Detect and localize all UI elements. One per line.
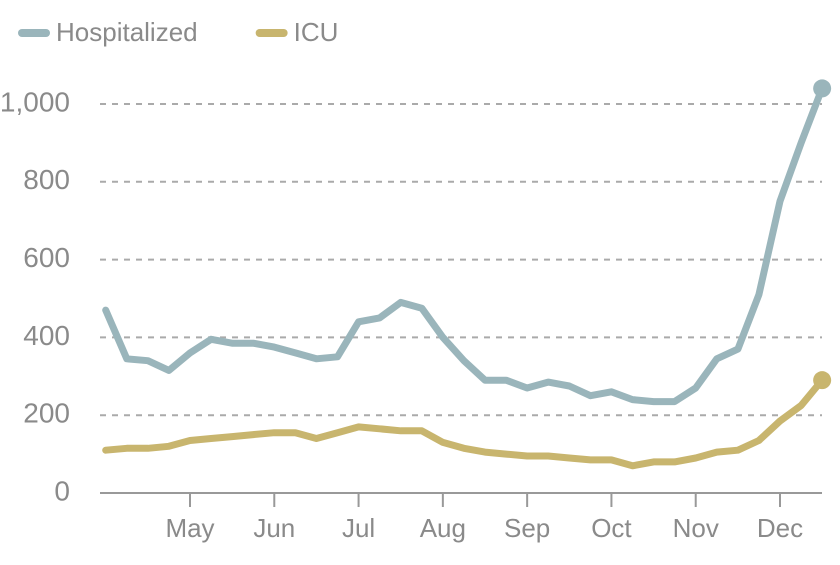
y-tick-label: 0: [54, 475, 70, 506]
y-tick-label: 1,000: [0, 86, 70, 117]
legend-label: Hospitalized: [56, 17, 198, 47]
x-tick-label: Oct: [591, 513, 632, 543]
y-tick-label: 200: [23, 398, 70, 429]
x-tick-label: Nov: [673, 513, 719, 543]
y-tick-label: 600: [23, 242, 70, 273]
series-line: [102, 84, 826, 406]
x-tick-label: Aug: [420, 513, 466, 543]
y-tick-label: 400: [23, 320, 70, 351]
end-dot: [813, 79, 832, 98]
x-tick-label: Sep: [504, 513, 550, 543]
legend-label: ICU: [294, 17, 339, 47]
y-tick-label: 800: [23, 164, 70, 195]
series-line: [102, 376, 826, 470]
x-tick-label: Jul: [342, 513, 375, 543]
x-tick-label: May: [165, 513, 214, 543]
end-dot: [813, 371, 832, 390]
x-tick-label: Dec: [757, 513, 803, 543]
x-tick-label: Jun: [253, 513, 295, 543]
